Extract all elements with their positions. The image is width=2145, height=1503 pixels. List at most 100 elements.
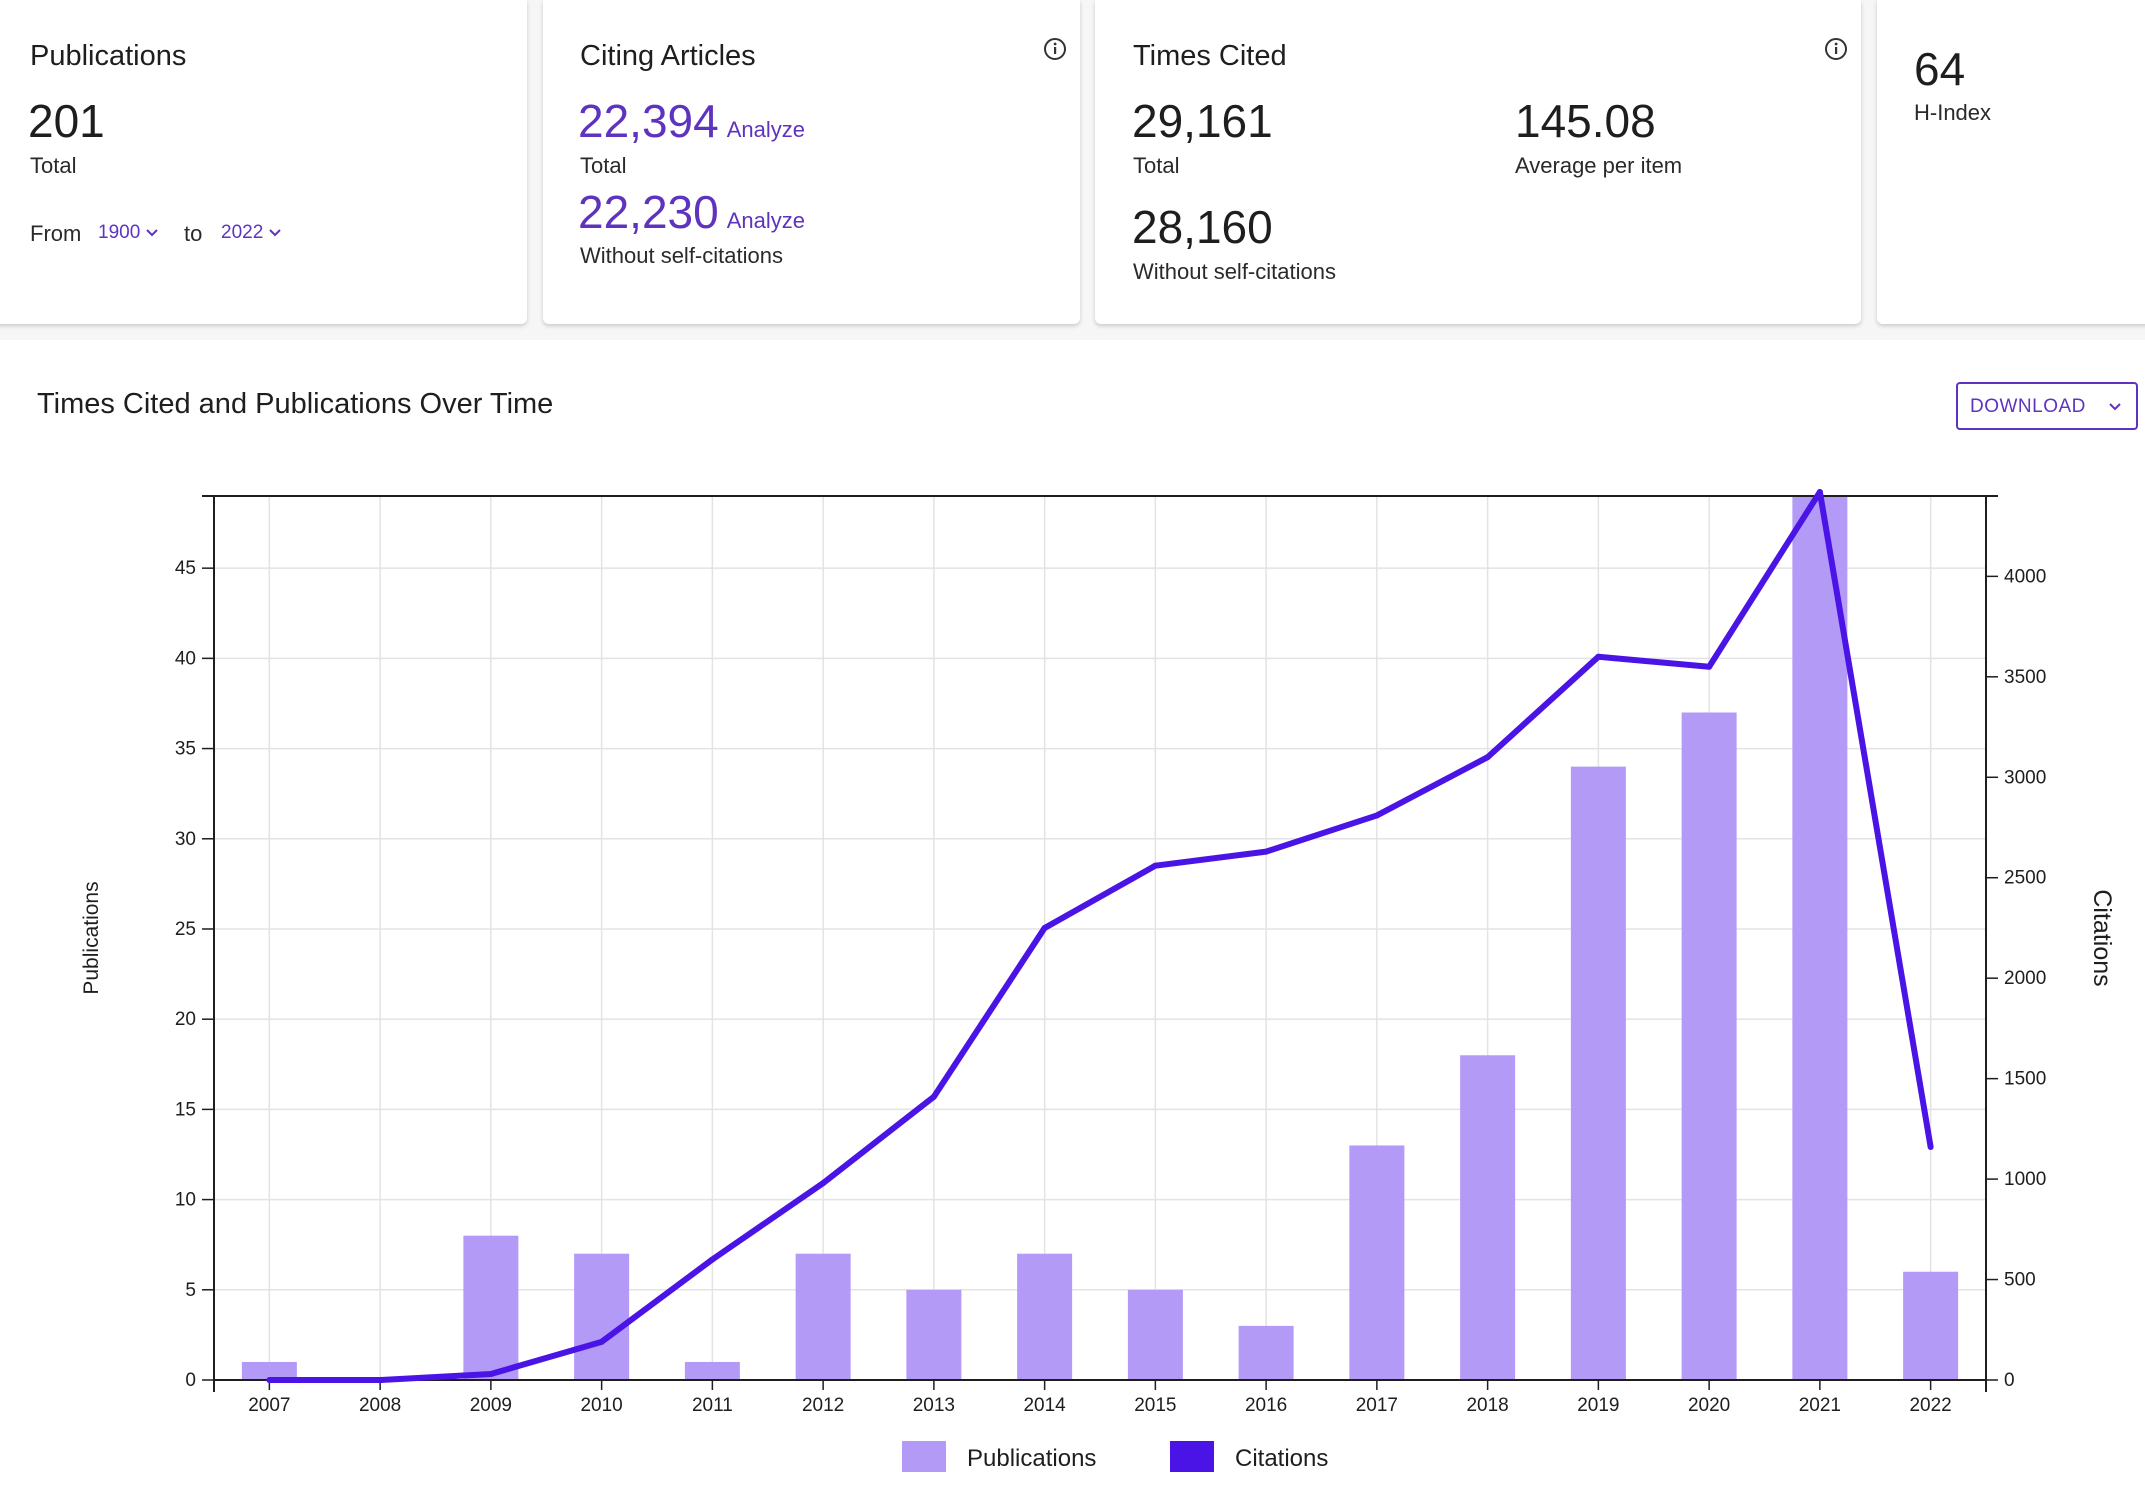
x-tick-label: 2021 xyxy=(1799,1395,1841,1416)
x-tick-label: 2009 xyxy=(470,1395,512,1416)
x-tick-label: 2017 xyxy=(1356,1395,1398,1416)
x-tick-label: 2019 xyxy=(1577,1395,1619,1416)
y-right-tick-label: 3000 xyxy=(2004,767,2046,788)
point-citations xyxy=(487,1370,494,1377)
bar-publications xyxy=(1460,1055,1516,1380)
times-cited-title: Times Cited xyxy=(1133,40,1287,72)
y-right-tick-label: 2000 xyxy=(2004,968,2046,989)
point-citations xyxy=(377,1377,384,1383)
point-citations xyxy=(930,1093,937,1100)
download-button[interactable]: DOWNLOAD xyxy=(1956,382,2138,430)
point-citations xyxy=(1263,848,1270,855)
bar-publications xyxy=(906,1289,962,1380)
x-tick-label: 2012 xyxy=(802,1395,844,1416)
x-tick-label: 2010 xyxy=(580,1395,622,1416)
bar-publications xyxy=(1238,1325,1294,1380)
x-tick-label: 2013 xyxy=(913,1395,955,1416)
x-tick-label: 2014 xyxy=(1023,1395,1066,1416)
y-right-tick-label: 1500 xyxy=(2004,1069,2046,1090)
h-index-card: 64 H-Index xyxy=(1877,0,2145,324)
point-citations xyxy=(1595,653,1602,660)
y-tick-label: 45 xyxy=(175,558,196,579)
point-citations xyxy=(1373,812,1380,819)
citing-articles-total-row: 22,394 Analyze xyxy=(578,94,805,148)
times-cited-total-label: Total xyxy=(1133,153,1180,178)
bar-publications xyxy=(1903,1271,1959,1380)
x-tick-label: 2008 xyxy=(359,1395,401,1416)
legend-label-citations: Citations xyxy=(1235,1445,1328,1472)
bar-publications xyxy=(1792,496,1848,1380)
chevron-down-icon xyxy=(2109,403,2121,411)
info-icon[interactable] xyxy=(1043,37,1067,61)
bar-publications xyxy=(1127,1289,1183,1380)
bar-publications xyxy=(1017,1253,1073,1380)
citing-articles-without-self-row: 22,230 Analyze xyxy=(578,185,805,239)
y-right-tick-label: 4000 xyxy=(2004,566,2046,587)
legend-swatch-publications xyxy=(902,1441,946,1472)
y-tick-label: 0 xyxy=(185,1370,196,1391)
x-tick-label: 2007 xyxy=(248,1395,290,1416)
y-tick-label: 35 xyxy=(175,739,196,760)
y-right-tick-label: 3500 xyxy=(2004,667,2046,688)
citing-articles-total: 22,394 xyxy=(578,95,719,147)
point-citations xyxy=(598,1338,605,1345)
x-tick-label: 2022 xyxy=(1909,1395,1951,1416)
point-citations xyxy=(1706,663,1713,670)
point-citations xyxy=(709,1256,716,1263)
y-tick-label: 25 xyxy=(175,919,196,940)
citing-articles-title: Citing Articles xyxy=(580,40,756,72)
from-year-select[interactable]: 1900 xyxy=(98,222,159,244)
chevron-down-icon xyxy=(269,229,281,237)
point-citations xyxy=(1927,1143,1934,1150)
analyze-citing-without-self-link[interactable]: Analyze xyxy=(726,208,805,233)
y-tick-label: 20 xyxy=(175,1009,196,1030)
times-cited-total: 29,161 xyxy=(1132,95,1273,147)
x-tick-label: 2011 xyxy=(692,1395,733,1416)
chevron-down-icon xyxy=(146,229,158,237)
citing-articles-total-label: Total xyxy=(580,153,627,178)
times-cited-without-self: 28,160 xyxy=(1132,201,1273,253)
x-tick-label: 2015 xyxy=(1134,1395,1176,1416)
publications-title: Publications xyxy=(30,40,187,72)
y-tick-label: 30 xyxy=(175,829,196,850)
to-label: to xyxy=(184,221,203,246)
from-year-value: 1900 xyxy=(98,222,141,243)
to-year-value: 2022 xyxy=(221,222,264,243)
point-citations xyxy=(1152,862,1159,869)
bar-publications xyxy=(463,1235,519,1380)
y-axis-title: Publications xyxy=(80,881,103,994)
average-per-item-label: Average per item xyxy=(1515,153,1683,178)
chart-title: Times Cited and Publications Over Time xyxy=(37,388,554,420)
citing-articles-without-self: 22,230 xyxy=(578,186,719,238)
point-citations xyxy=(1041,924,1048,931)
y-tick-label: 40 xyxy=(175,648,196,669)
point-citations xyxy=(820,1180,827,1187)
from-label: From xyxy=(30,221,82,246)
legend-label-publications: Publications xyxy=(967,1445,1096,1472)
y-right-tick-label: 500 xyxy=(2004,1270,2036,1291)
y-tick-label: 10 xyxy=(175,1190,196,1211)
point-citations xyxy=(266,1377,273,1383)
y-right-tick-label: 1000 xyxy=(2004,1169,2046,1190)
times-cited-publications-chart: 0 5 10 15 20 25 30 35 40 45 0 500 1000 1500 2000 2500 30… xyxy=(80,488,2116,1472)
analyze-citing-total-link[interactable]: Analyze xyxy=(726,117,805,142)
point-citations xyxy=(1816,488,1823,495)
bar-publications xyxy=(241,1361,297,1380)
publications-card: Publications 201 Total From 1900 to 2022 xyxy=(0,0,527,324)
bar-publications xyxy=(1349,1145,1405,1380)
times-cited-without-self-label: Without self-citations xyxy=(1133,259,1336,284)
publications-total: 201 xyxy=(28,95,105,147)
publications-total-label: Total xyxy=(30,153,77,178)
average-per-item: 145.08 xyxy=(1515,95,1656,147)
h-index-label: H-Index xyxy=(1914,100,1992,125)
y-tick-label: 5 xyxy=(185,1280,196,1301)
y-right-axis-title: Citations xyxy=(2088,889,2116,986)
info-icon[interactable] xyxy=(1824,37,1848,61)
chart-panel: Times Cited and Publications Over Time D… xyxy=(0,340,2145,1503)
bar-publications xyxy=(1570,766,1626,1380)
line-citations xyxy=(269,488,1934,1383)
bar-publications xyxy=(1681,712,1737,1380)
legend-swatch-citations xyxy=(1170,1441,1214,1472)
to-year-select[interactable]: 2022 xyxy=(221,222,282,244)
times-cited-card: Times Cited 29,161 Total 145.08 Average … xyxy=(1095,0,1861,324)
